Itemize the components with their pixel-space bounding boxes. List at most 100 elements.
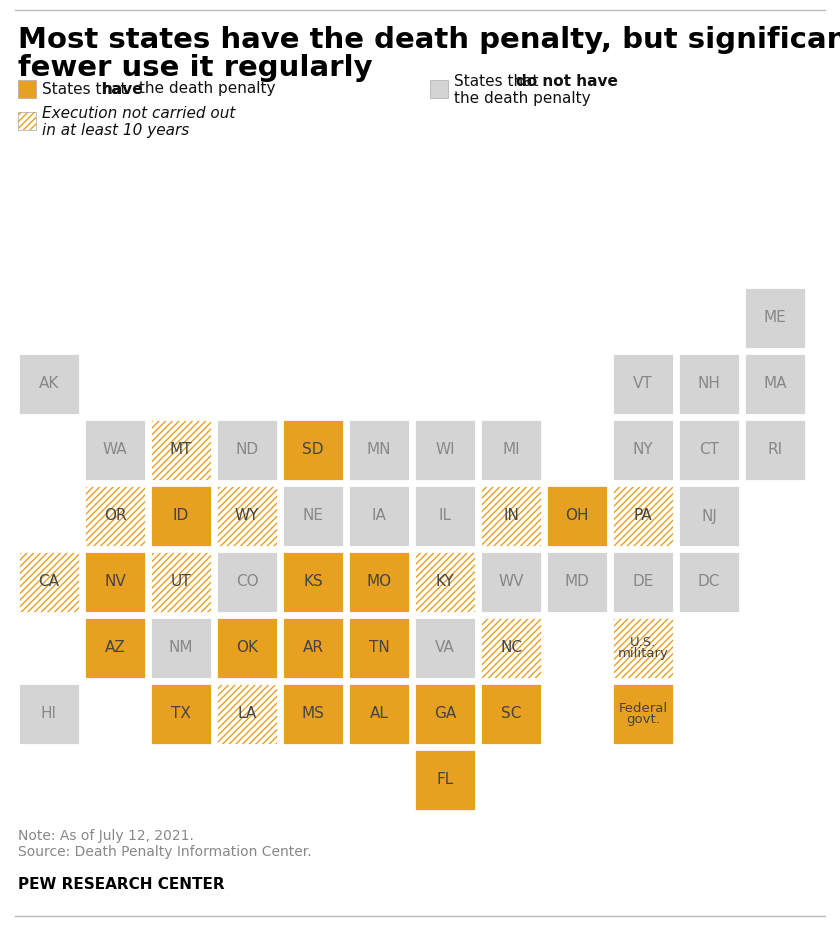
Bar (282, 485, 344, 547)
Bar (612, 353, 674, 415)
Text: Execution not carried out: Execution not carried out (42, 106, 235, 121)
Text: NE: NE (302, 508, 323, 523)
Text: NH: NH (697, 377, 721, 392)
Bar (612, 617, 674, 679)
Text: MD: MD (564, 574, 590, 590)
Text: ND: ND (235, 443, 259, 457)
Bar (678, 419, 740, 481)
Bar (282, 683, 344, 745)
Text: MO: MO (366, 574, 391, 590)
Bar (150, 683, 212, 745)
Bar (216, 683, 278, 745)
Bar (150, 419, 212, 481)
Text: in at least 10 years: in at least 10 years (42, 122, 189, 137)
Bar (480, 419, 542, 481)
Text: the death penalty: the death penalty (454, 91, 591, 106)
Text: NM: NM (169, 641, 193, 656)
Text: PEW RESEARCH CENTER: PEW RESEARCH CENTER (18, 877, 224, 892)
Bar (414, 683, 476, 745)
Bar (18, 551, 80, 613)
Bar (216, 485, 278, 547)
Bar (18, 112, 36, 130)
Bar (282, 551, 344, 613)
Bar (348, 617, 410, 679)
Bar (612, 551, 674, 613)
Text: U.S.: U.S. (630, 635, 656, 648)
Text: MT: MT (170, 443, 192, 457)
Bar (348, 551, 410, 613)
Bar (348, 419, 410, 481)
Text: IN: IN (503, 508, 519, 523)
Bar (18, 112, 36, 130)
Text: AK: AK (39, 377, 59, 392)
Bar (480, 617, 542, 679)
Text: IL: IL (438, 508, 452, 523)
Text: ID: ID (173, 508, 189, 523)
Bar (216, 485, 278, 547)
Bar (150, 617, 212, 679)
Bar (18, 353, 80, 415)
Bar (612, 485, 674, 547)
Text: govt.: govt. (626, 714, 660, 727)
Bar (414, 551, 476, 613)
Bar (414, 551, 476, 613)
Bar (18, 80, 36, 98)
Bar (216, 485, 278, 547)
Text: NY: NY (633, 443, 654, 457)
Bar (612, 683, 674, 745)
Text: Most states have the death penalty, but significantly: Most states have the death penalty, but … (18, 26, 840, 54)
Text: NC: NC (500, 641, 522, 656)
Text: Federal: Federal (618, 702, 668, 715)
Text: the death penalty: the death penalty (134, 81, 276, 96)
Bar (480, 551, 542, 613)
Text: VA: VA (435, 641, 455, 656)
Text: Source: Death Penalty Information Center.: Source: Death Penalty Information Center… (18, 845, 312, 859)
Bar (480, 485, 542, 547)
Text: CT: CT (699, 443, 719, 457)
Bar (678, 485, 740, 547)
Bar (744, 419, 806, 481)
Text: fewer use it regularly: fewer use it regularly (18, 54, 373, 82)
Bar (18, 683, 80, 745)
Bar (216, 617, 278, 679)
Text: KY: KY (436, 574, 454, 590)
Text: MI: MI (502, 443, 520, 457)
Bar (150, 551, 212, 613)
Bar (414, 617, 476, 679)
Bar (150, 551, 212, 613)
Text: CO: CO (236, 574, 259, 590)
Text: AL: AL (370, 707, 388, 721)
Text: OR: OR (103, 508, 126, 523)
Bar (480, 485, 542, 547)
Bar (612, 485, 674, 547)
Bar (150, 551, 212, 613)
Bar (348, 485, 410, 547)
Text: military: military (617, 647, 669, 660)
Bar (430, 80, 448, 98)
Bar (546, 551, 608, 613)
Text: States that: States that (42, 81, 131, 96)
Text: HI: HI (41, 707, 57, 721)
Bar (216, 683, 278, 745)
Bar (414, 419, 476, 481)
Bar (612, 419, 674, 481)
Bar (18, 112, 36, 130)
Text: WI: WI (435, 443, 454, 457)
Bar (84, 419, 146, 481)
Text: AR: AR (302, 641, 323, 656)
Bar (216, 551, 278, 613)
Text: KS: KS (303, 574, 323, 590)
Text: TN: TN (369, 641, 390, 656)
Text: do not have: do not have (516, 74, 618, 90)
Text: SC: SC (501, 707, 521, 721)
Text: RI: RI (768, 443, 783, 457)
Text: OH: OH (565, 508, 589, 523)
Text: CA: CA (39, 574, 60, 590)
Bar (84, 617, 146, 679)
Text: LA: LA (238, 707, 257, 721)
Bar (612, 485, 674, 547)
Bar (480, 683, 542, 745)
Bar (282, 617, 344, 679)
Bar (150, 419, 212, 481)
Bar (150, 419, 212, 481)
